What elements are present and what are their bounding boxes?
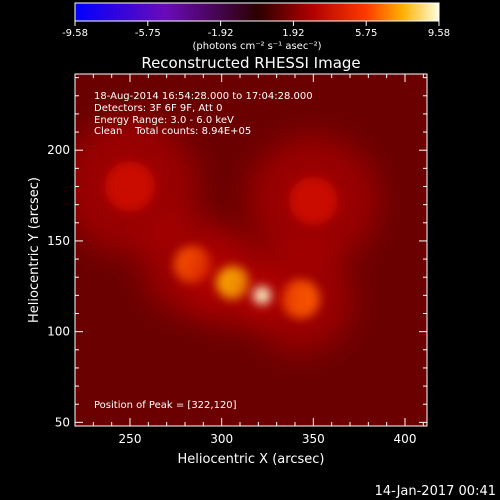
colorbar-ticks: -9.58 -5.75 -1.92 1.92 5.75 9.58: [62, 21, 450, 39]
colorbar-gradient: [74, 2, 440, 22]
heatmap-source: [281, 279, 320, 319]
heatmap-source: [289, 177, 338, 225]
colorbar-tick-label: 1.92: [282, 28, 304, 39]
info-line-energy: Energy Range: 3.0 - 6.0 keV: [94, 115, 234, 126]
info-line-time: 18-Aug-2014 16:54:28.000 to 17:04:28.000: [94, 91, 313, 102]
x-tick-label: 250: [119, 432, 142, 446]
plot-title: Reconstructed RHESSI Image: [141, 54, 360, 72]
x-tick-label: 400: [394, 432, 417, 446]
colorbar: -9.58 -5.75 -1.92 1.92 5.75 9.58 (photons cm⁻…: [62, 2, 450, 52]
peak-position-label: Position of Peak = [322,120]: [94, 400, 237, 411]
x-axis-title: Heliocentric X (arcsec): [178, 452, 325, 467]
footer-date: 14-Jan-2017 00:41: [375, 484, 496, 499]
y-tick-label: 50: [55, 415, 70, 429]
y-tick-label: 200: [47, 143, 70, 157]
axis-ticks: 250 300 350 400 50 100 150 200: [47, 74, 427, 446]
colorbar-tick-label: -5.75: [135, 28, 161, 39]
plot-frame: [74, 73, 428, 427]
heatmap-source: [105, 161, 155, 212]
info-annotation: 18-Aug-2014 16:54:28.000 to 17:04:28.000…: [94, 91, 313, 411]
x-tick-label: 350: [302, 432, 325, 446]
colorbar-tick-label: -1.92: [208, 28, 234, 39]
y-axis-title: Heliocentric Y (arcsec): [27, 177, 42, 323]
colorbar-units: (photons cm⁻² s⁻¹ asec⁻²): [192, 41, 321, 52]
colorbar-tick-label: 9.58: [428, 28, 450, 39]
y-tick-label: 150: [47, 234, 70, 248]
heatmap-source: [253, 286, 271, 305]
colorbar-tick-label: -9.58: [62, 28, 88, 39]
x-tick-label: 300: [210, 432, 233, 446]
info-line-detectors: Detectors: 3F 6F 9F, Att 0: [94, 103, 222, 114]
heatmap-plot: 250 300 350 400 50 100 150 200: [47, 73, 428, 446]
info-line-clean: Clean Total counts: 8.94E+05: [94, 126, 251, 137]
y-tick-label: 100: [47, 325, 70, 339]
colorbar-tick-label: 5.75: [355, 28, 377, 39]
